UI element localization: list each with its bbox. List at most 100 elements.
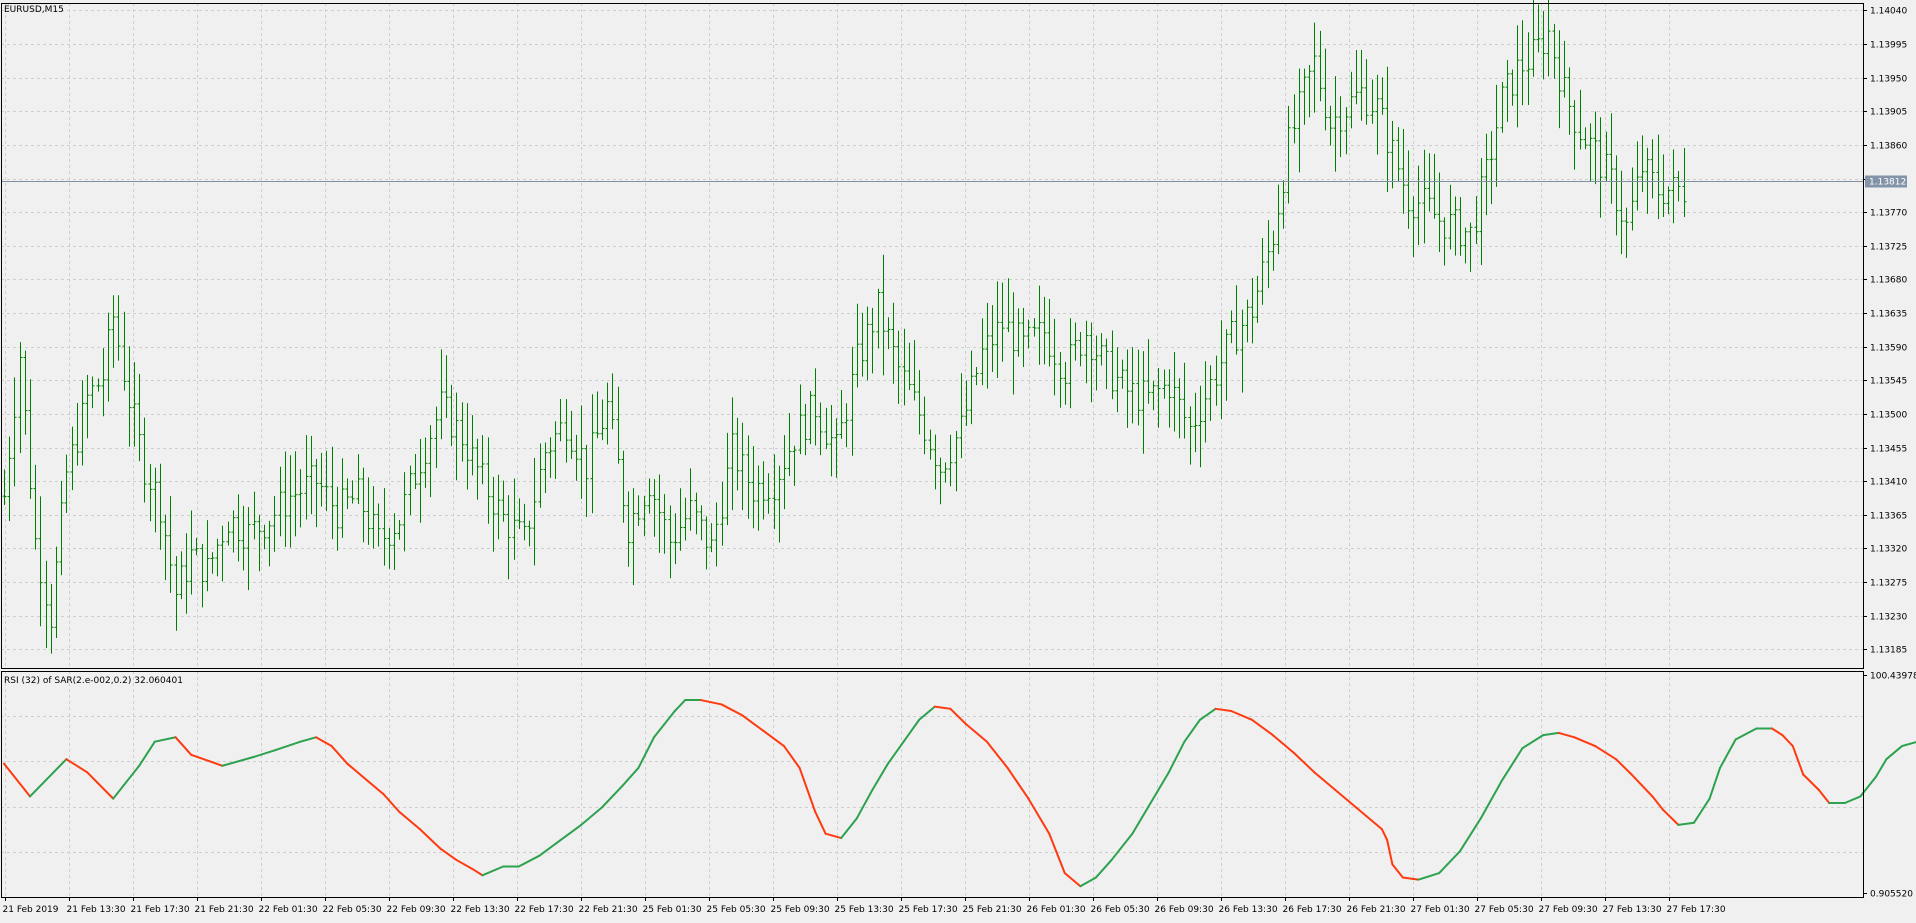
rsi-segment [273,740,302,752]
price-tick-label: 1.13680 [1870,276,1907,286]
price-tick-label: 1.13455 [1870,445,1907,455]
rsi-segment [824,832,843,840]
rsi-segment [1048,832,1066,875]
price-tick-label: 1.13590 [1870,344,1907,354]
rsi-segment [1875,758,1888,778]
rsi-segment [902,718,921,743]
rsi-segment [65,758,89,774]
indicator-label: RSI (32) of SAR(2.e-002,0.2) 32.060401 [4,676,183,686]
price-tick-label: 1.13770 [1870,209,1907,219]
rsi-segment [699,699,723,706]
rsi-segment [1386,839,1394,866]
price-axis: 1.14040 1.13995 1.13950 1.13905 1.13860 1.138… [1863,7,1907,656]
rsi-segment [1381,828,1389,842]
rsi-segment [86,771,115,800]
time-tick-label: 26 Feb 09:30 [1155,905,1214,915]
rsi-segment [1214,707,1233,713]
rsi-segment [1901,741,1916,748]
price-bars [2,0,1687,654]
time-tick-label: 26 Feb 01:30 [1027,905,1086,915]
rsi-segment [933,705,952,710]
time-tick-label: 27 Feb 09:30 [1539,905,1598,915]
rsi-segment [1370,819,1383,831]
price-tick-label: 1.13545 [1870,377,1907,387]
rsi-segment [1292,751,1316,774]
rsi-segment [1677,821,1695,826]
price-tick-label: 1.13185 [1870,646,1907,656]
rsi-segment [1791,745,1805,776]
indicator-axis: 100.439788 0.905520 [1863,672,1916,900]
rsi-segment [1355,806,1373,822]
rsi-segment [1651,795,1664,811]
time-tick-label: 27 Feb 05:30 [1475,905,1534,915]
rsi-segment [1401,876,1420,881]
rsi-segment [1802,773,1820,791]
rsi-segment [1183,718,1201,743]
rsi-segment [174,736,193,756]
price-tick-label: 1.13995 [1870,41,1907,51]
rsi-segment [783,745,801,769]
rsi-segment [1843,795,1862,804]
time-tick-label: 25 Feb 05:30 [707,905,766,915]
rsi-segment [1500,747,1524,783]
rsi-segment [1542,731,1560,737]
rsi-segment [1131,806,1149,835]
rsi-segment [1391,863,1404,879]
rsi-segment [330,745,349,765]
time-tick-label: 25 Feb 17:30 [899,905,958,915]
rsi-segment [382,793,401,813]
time-tick-label: 22 Feb 01:30 [259,905,318,915]
rsi-segment [153,736,177,743]
time-tick-label: 21 Feb 2019 [3,905,59,915]
rsi-segment [1095,858,1113,879]
rsi-segment [1230,710,1253,721]
rsi-segment [1438,850,1461,875]
rsi-segment [918,705,936,721]
rsi-segment [1521,734,1545,750]
indicator-grid [1,671,1863,897]
price-tick-label: 1.13320 [1870,545,1907,555]
time-tick-label: 25 Feb 13:30 [835,905,894,915]
price-tick-label: 1.13950 [1870,75,1907,85]
rsi-segment [1734,727,1758,741]
rsi-segment [637,736,655,769]
time-tick-label: 26 Feb 17:30 [1283,905,1342,915]
rsi-line [3,699,1916,888]
rsi-segment [653,723,666,739]
rsi-segment [1459,817,1482,853]
rsi-segment [367,780,385,796]
rsi-segment [346,762,369,783]
current-price-badge-bg [1865,175,1907,188]
rsi-segment [1781,734,1794,748]
time-tick-label: 22 Feb 13:30 [451,905,510,915]
rsi-segment [580,806,603,826]
rsi-segment [673,699,687,713]
price-tick-label: 1.13905 [1870,108,1907,118]
rsi-segment [29,758,68,798]
rsi-segment [138,740,156,767]
indicator-tick-label: 100.439788 [1870,672,1916,682]
rsi-segment [1885,745,1903,761]
rsi-segment [1693,797,1711,824]
chart-symbol-label: EURUSD,M15 [4,5,64,15]
indicator-pane-frame [1,671,1864,898]
rsi-segment [190,753,224,767]
rsi-segment [1615,758,1633,776]
rsi-segment [871,762,889,791]
rsi-segment [1594,745,1617,761]
rsi-segment [798,766,817,813]
rsi-segment [1771,727,1784,737]
current-price-badge: 1.13812 [1865,175,1907,188]
price-tick-label: 1.13500 [1870,411,1907,421]
time-axis: 21 Feb 2019 21 Feb 13:30 21 Feb 17:30 21 Fe… [3,897,1726,915]
rsi-segment [1817,788,1831,804]
rsi-segment [720,703,744,717]
main-pane-frame [1,3,1864,669]
rsi-segment [221,756,255,767]
time-tick-label: 27 Feb 13:30 [1603,905,1662,915]
rsi-segment [887,740,905,765]
rsi-segment [840,817,858,840]
rsi-segment [1313,771,1337,791]
